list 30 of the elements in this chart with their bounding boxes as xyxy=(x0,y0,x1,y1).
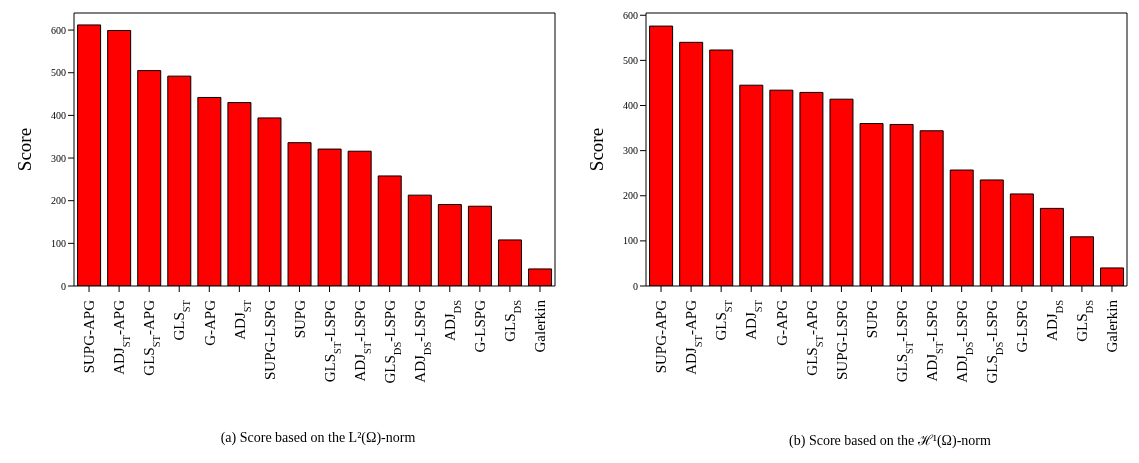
x-tick-label: SUPG-LSPG xyxy=(261,299,278,381)
x-tick-label: SUPG-APG xyxy=(653,299,670,374)
x-tick-label: G-APG xyxy=(201,299,218,346)
y-tick-label: 600 xyxy=(51,24,66,36)
x-tick-label: SUPG-LSPG xyxy=(833,299,850,381)
y-tick-label: 0 xyxy=(61,280,66,292)
y-tick-label: 300 xyxy=(51,152,66,164)
x-tick-label: Galerkin xyxy=(1104,299,1121,353)
x-tick-label: SUPG-APG xyxy=(81,299,98,374)
y-tick-label: 400 xyxy=(51,109,66,121)
y-tick-label: 400 xyxy=(623,100,638,112)
y-axis-title: Score xyxy=(13,127,35,172)
text: (a) Score based on the L²(Ω)-norm xyxy=(219,430,417,446)
y-tick-label: 300 xyxy=(623,145,638,157)
y-tick-label: 500 xyxy=(51,67,66,79)
y-tick-label: 200 xyxy=(51,195,66,207)
y-tick-label: 600 xyxy=(623,9,638,21)
x-tick-label: Galerkin xyxy=(532,299,549,353)
y-tick-label: 500 xyxy=(623,54,638,66)
x-tick-label: G-LSPG xyxy=(472,299,489,353)
y-axis-title: Score xyxy=(585,127,607,172)
y-tick-label: 100 xyxy=(623,235,638,247)
x-tick-label: G-LSPG xyxy=(1014,299,1031,353)
x-tick-label: SUPG xyxy=(291,299,308,339)
y-tick-label: 0 xyxy=(633,280,638,292)
y-tick-label: 200 xyxy=(623,190,638,202)
y-tick-label: 100 xyxy=(51,237,66,249)
x-tick-label: G-APG xyxy=(773,299,790,346)
x-tick-label: SUPG xyxy=(863,299,880,339)
text: (b) Score based on the ℋ¹(Ω)-norm xyxy=(788,432,992,449)
